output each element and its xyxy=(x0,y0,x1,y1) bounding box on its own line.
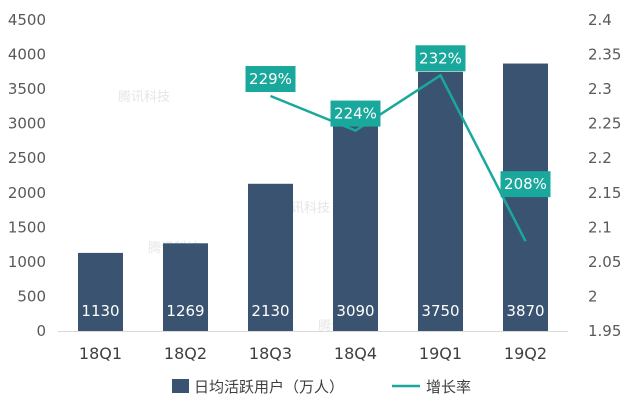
left-y-tick-label: 1500 xyxy=(8,218,46,236)
right-y-tick-label: 1.95 xyxy=(588,322,621,340)
x-tick-label: 18Q4 xyxy=(334,344,377,363)
right-y-axis: 1.95 2 2.05 2.1 2.15 2.2 2.25 2.3 2.35 2.4 xyxy=(588,11,621,340)
right-y-tick-label: 2.25 xyxy=(588,115,621,133)
bar-data-label: 3870 xyxy=(506,302,544,320)
growth-rate-label-box xyxy=(415,45,466,72)
bar-data-label: 1130 xyxy=(81,302,119,320)
bar-data-label: 2130 xyxy=(251,302,289,320)
x-tick-label: 19Q2 xyxy=(504,344,547,363)
bar-data-label: 3090 xyxy=(336,302,374,320)
legend: 日均活跃用户（万人） 增长率 xyxy=(172,378,471,396)
right-y-tick-label: 2.4 xyxy=(588,11,612,29)
x-tick-label: 18Q3 xyxy=(249,344,292,363)
left-y-tick-label: 3500 xyxy=(8,80,46,98)
left-y-tick-label: 0 xyxy=(36,322,46,340)
left-y-tick-label: 4500 xyxy=(8,11,46,29)
x-tick-label: 18Q2 xyxy=(164,344,207,363)
growth-rate-label-box xyxy=(500,171,551,198)
bar-data-label: 1269 xyxy=(166,302,204,320)
bar-series: 1130 1269 2130 3090 3750 3870 xyxy=(78,63,548,332)
right-y-tick-label: 2 xyxy=(588,287,598,305)
growth-rate-label-box xyxy=(245,66,296,93)
x-axis: 18Q1 18Q2 18Q3 18Q4 19Q1 19Q2 xyxy=(58,331,568,363)
right-y-tick-label: 2.35 xyxy=(588,46,621,64)
legend-bar-swatch xyxy=(172,379,189,393)
left-y-tick-label: 1000 xyxy=(8,253,46,271)
left-y-tick-label: 2500 xyxy=(8,149,46,167)
bar xyxy=(78,252,123,331)
bar xyxy=(418,71,463,331)
growth-rate-line xyxy=(270,73,527,242)
growth-rate-label: 224% xyxy=(334,105,377,123)
right-y-tick-label: 2.3 xyxy=(588,80,612,98)
left-y-tick-label: 500 xyxy=(17,287,46,305)
growth-rate-label: 208% xyxy=(504,175,547,193)
left-y-tick-label: 3000 xyxy=(8,115,46,133)
right-y-tick-label: 2.15 xyxy=(588,184,621,202)
bar xyxy=(503,63,548,331)
bar-data-label: 3750 xyxy=(421,302,459,320)
x-tick-label: 18Q1 xyxy=(79,344,122,363)
line-series: 229% 224% 232% 208% xyxy=(245,45,551,242)
growth-rate-label: 232% xyxy=(419,49,462,67)
right-y-tick-label: 2.2 xyxy=(588,149,612,167)
right-y-tick-label: 2.05 xyxy=(588,253,621,271)
bar xyxy=(248,183,293,331)
legend-bar-label: 日均活跃用户（万人） xyxy=(194,378,344,396)
left-y-tick-label: 4000 xyxy=(8,46,46,64)
x-tick-label: 19Q1 xyxy=(419,344,462,363)
growth-rate-label-box xyxy=(330,100,381,127)
bar xyxy=(163,243,208,331)
bar xyxy=(333,117,378,332)
watermark-text: 腾讯科技 xyxy=(118,89,170,105)
legend-line-label: 增长率 xyxy=(426,378,471,396)
growth-rate-label: 229% xyxy=(249,70,292,88)
left-y-axis: 0 500 1000 1500 2000 2500 3000 3500 4000 4500 xyxy=(8,11,46,340)
left-y-tick-label: 2000 xyxy=(8,184,46,202)
right-y-tick-label: 2.1 xyxy=(588,218,612,236)
